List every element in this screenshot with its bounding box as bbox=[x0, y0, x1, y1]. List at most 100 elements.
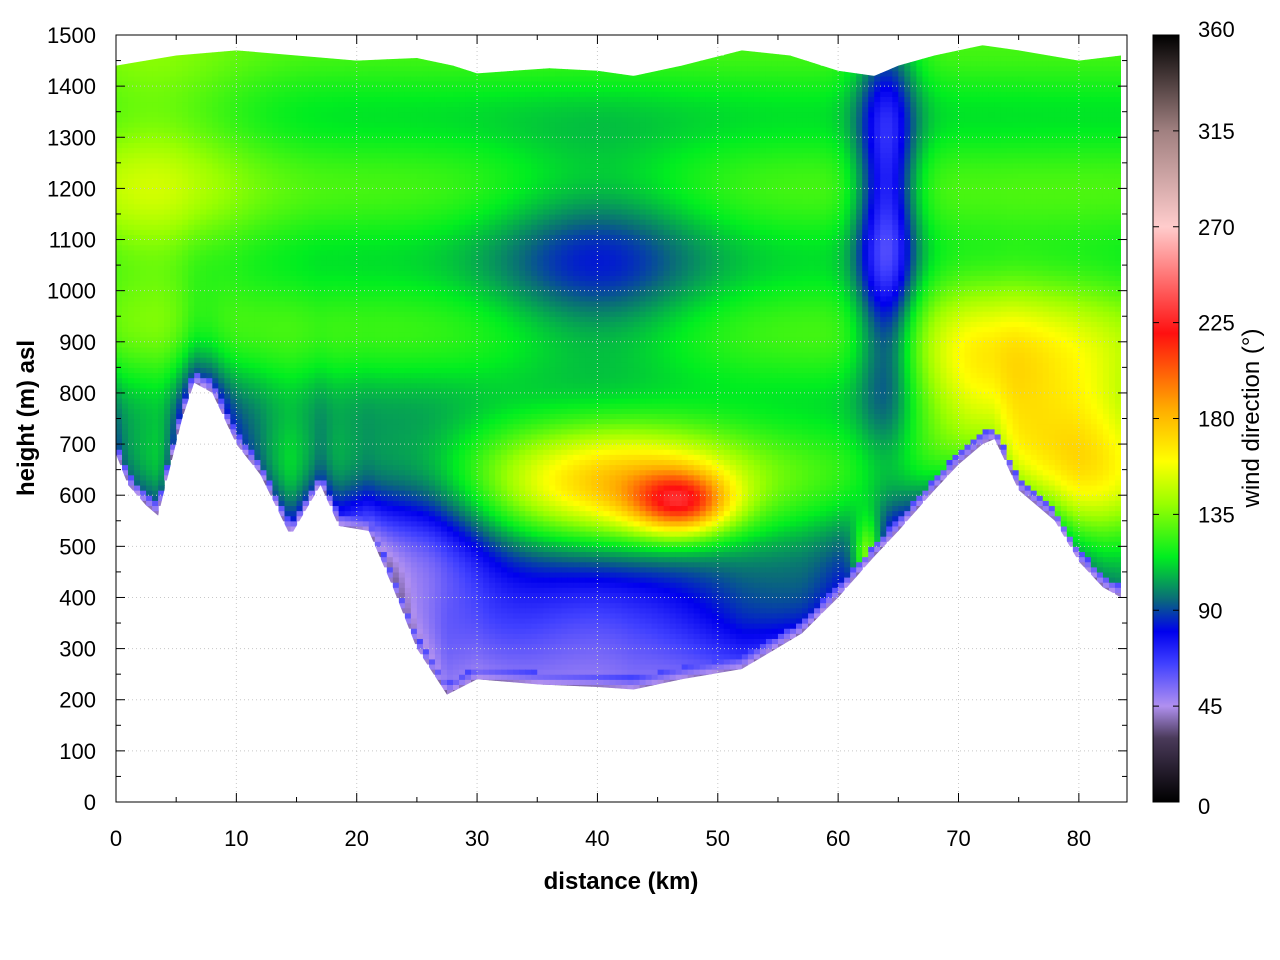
field-cell bbox=[296, 464, 304, 471]
field-cell bbox=[374, 490, 382, 496]
field-cell bbox=[134, 178, 141, 184]
field-cell bbox=[404, 566, 412, 573]
field-cell bbox=[350, 357, 358, 363]
field-cell bbox=[224, 403, 231, 409]
field-cell bbox=[428, 249, 436, 256]
field-cell bbox=[290, 377, 298, 384]
field-cell bbox=[344, 244, 352, 251]
field-cell bbox=[158, 234, 165, 241]
field-cell bbox=[170, 433, 177, 440]
field-cell bbox=[422, 377, 430, 384]
field-cell bbox=[284, 101, 292, 108]
field-cell bbox=[260, 300, 268, 307]
field-cell bbox=[266, 306, 274, 312]
field-cell bbox=[230, 213, 237, 220]
field-cell bbox=[434, 474, 442, 481]
field-cell bbox=[314, 55, 322, 62]
field-cell bbox=[386, 203, 394, 210]
field-cell bbox=[350, 157, 358, 164]
field-cell bbox=[308, 152, 316, 159]
field-cell bbox=[254, 331, 262, 338]
field-cell bbox=[446, 597, 454, 604]
field-cell bbox=[410, 249, 418, 256]
field-cell bbox=[284, 65, 292, 72]
field-cell bbox=[158, 418, 165, 425]
field-cell bbox=[356, 479, 364, 486]
field-cell bbox=[254, 341, 262, 348]
field-cell bbox=[140, 183, 147, 189]
field-cell bbox=[230, 326, 237, 333]
field-cell bbox=[134, 259, 141, 266]
field-cell bbox=[290, 479, 298, 486]
field-cell bbox=[398, 398, 406, 404]
field-cell bbox=[320, 459, 328, 466]
field-cell bbox=[440, 459, 448, 466]
field-cell bbox=[284, 331, 292, 338]
field-cell bbox=[386, 336, 394, 343]
field-cell bbox=[362, 500, 370, 507]
field-cell bbox=[290, 244, 298, 251]
field-cell bbox=[290, 106, 298, 113]
field-cell bbox=[362, 428, 370, 435]
field-cell bbox=[356, 157, 364, 164]
field-cell bbox=[308, 408, 316, 414]
field-cell bbox=[146, 121, 153, 128]
field-cell bbox=[242, 157, 249, 164]
field-cell bbox=[188, 106, 195, 113]
field-cell bbox=[116, 173, 123, 179]
field-cell bbox=[242, 65, 249, 72]
field-cell bbox=[308, 372, 316, 379]
field-cell bbox=[434, 213, 442, 220]
field-cell bbox=[440, 617, 448, 624]
field-cell bbox=[326, 162, 334, 169]
field-cell bbox=[140, 137, 147, 143]
field-cell bbox=[410, 101, 418, 108]
field-cell bbox=[290, 295, 298, 302]
field-cell bbox=[254, 111, 262, 118]
field-cell bbox=[200, 81, 207, 87]
field-cell bbox=[296, 147, 304, 154]
field-cell bbox=[188, 300, 195, 307]
field-cell bbox=[356, 306, 364, 312]
field-cell bbox=[434, 679, 442, 685]
field-cell bbox=[416, 638, 424, 645]
field-cell bbox=[386, 490, 394, 496]
field-cell bbox=[152, 311, 159, 317]
field-cell bbox=[200, 321, 207, 328]
field-cell bbox=[266, 377, 274, 384]
field-cell bbox=[296, 81, 304, 87]
field-cell bbox=[398, 224, 406, 230]
field-cell bbox=[140, 208, 147, 215]
field-cell bbox=[416, 152, 424, 159]
field-cell bbox=[326, 398, 334, 404]
field-cell bbox=[242, 127, 249, 133]
field-cell bbox=[440, 219, 448, 225]
field-cell bbox=[392, 270, 400, 276]
field-cell bbox=[296, 106, 304, 113]
field-cell bbox=[440, 520, 448, 527]
field-cell bbox=[320, 173, 328, 179]
field-cell bbox=[266, 142, 274, 149]
field-cell bbox=[416, 510, 424, 517]
field-cell bbox=[188, 147, 195, 154]
field-cell bbox=[290, 418, 298, 425]
field-cell bbox=[434, 285, 442, 292]
field-cell bbox=[326, 147, 334, 154]
field-cell bbox=[140, 173, 147, 179]
field-cell bbox=[290, 331, 298, 338]
field-cell bbox=[374, 316, 382, 322]
field-cell bbox=[308, 326, 316, 333]
field-cell bbox=[290, 454, 298, 460]
field-cell bbox=[332, 357, 340, 363]
field-cell bbox=[368, 270, 376, 276]
field-cell bbox=[230, 403, 237, 409]
field-cell bbox=[188, 157, 195, 164]
field-cell bbox=[314, 219, 322, 225]
field-cell bbox=[242, 259, 249, 266]
field-cell bbox=[386, 495, 394, 501]
field-cell bbox=[284, 418, 292, 425]
field-cell bbox=[368, 203, 376, 210]
field-cell bbox=[170, 372, 177, 379]
field-cell bbox=[440, 111, 448, 118]
field-cell bbox=[410, 561, 418, 568]
